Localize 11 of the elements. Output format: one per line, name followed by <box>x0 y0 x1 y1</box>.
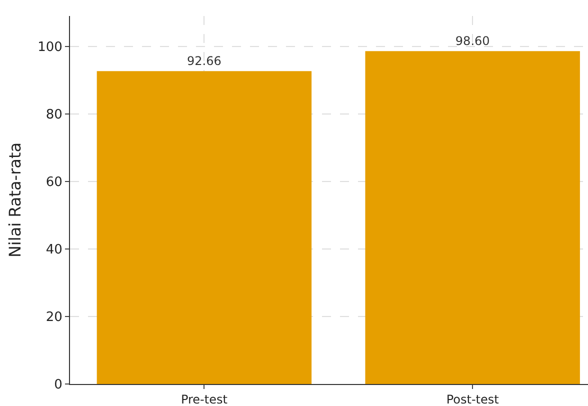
x-tick-label: Post-test <box>446 392 500 406</box>
y-axis-title: Nilai Rata-rata <box>5 142 24 258</box>
y-tick-label: 20 <box>46 310 62 326</box>
x-tick-label: Pre-test <box>180 392 228 406</box>
data-label: 98.60 <box>455 34 490 48</box>
y-tick-label: 60 <box>46 174 62 190</box>
y-tick-label: 100 <box>38 40 62 55</box>
y-tick-label: 0 <box>54 378 62 393</box>
y-tick-label: 40 <box>46 242 62 258</box>
y-tick-label: 80 <box>46 107 62 122</box>
data-label: 92.66 <box>187 54 222 68</box>
